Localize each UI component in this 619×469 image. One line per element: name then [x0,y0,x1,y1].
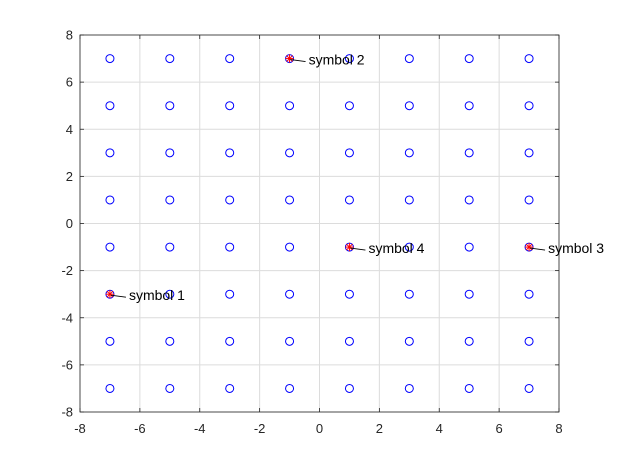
circle-marker [524,195,534,205]
circle-marker [165,383,175,393]
circle-marker [344,383,354,393]
x-tick-label: -6 [134,421,146,436]
circle-marker [165,101,175,111]
x-tick-label: -2 [254,421,266,436]
circle-marker [344,195,354,205]
x-tick-label: 8 [555,421,562,436]
circle-marker [285,336,295,346]
circle-marker [524,101,534,111]
annotations: symbol 1 symbol 2 symbol 3 symbol 4 [110,52,604,303]
data-points [105,54,534,393]
circle-marker [464,148,474,158]
circle-marker [344,148,354,158]
circle-marker [464,101,474,111]
y-tick-label: -6 [61,357,73,372]
circle-marker [105,383,115,393]
circle-marker [285,289,295,299]
y-tick-label: 0 [66,216,73,231]
circle-marker [285,101,295,111]
circle-marker [165,289,175,299]
circle-marker [165,54,175,64]
circle-marker [225,195,235,205]
circle-marker [404,289,414,299]
circle-marker [285,242,295,252]
circle-marker [404,101,414,111]
circle-marker [105,101,115,111]
circle-marker [524,336,534,346]
circle-marker [524,289,534,299]
circle-marker [464,383,474,393]
circle-marker [225,289,235,299]
circle-marker [105,336,115,346]
circle-marker [225,101,235,111]
asterisk-marker [524,242,534,252]
circle-marker [225,242,235,252]
circle-marker [404,54,414,64]
circle-marker [285,148,295,158]
circle-marker [225,383,235,393]
annotation-leader [530,247,546,251]
annotation-label: symbol 2 [309,52,365,68]
axes [79,34,560,413]
annotation-leader [350,247,366,251]
y-tick-label: 6 [66,75,73,90]
y-tick-label: 2 [66,169,73,184]
circle-marker [165,336,175,346]
x-tick-label: 4 [436,421,443,436]
asterisk-marker [105,289,115,299]
circle-marker [404,148,414,158]
annotation-leader [290,59,306,62]
x-tick-label: 0 [316,421,323,436]
circle-marker [524,148,534,158]
circle-marker [344,289,354,299]
circle-marker [464,195,474,205]
annotation-label: symbol 3 [548,240,604,256]
y-tick-label: -8 [61,405,73,420]
y-tick-label: -2 [61,263,73,278]
circle-marker [165,148,175,158]
circle-marker [464,289,474,299]
circle-marker [225,148,235,158]
circle-marker [105,54,115,64]
circle-marker [404,336,414,346]
circle-marker [344,336,354,346]
x-tick-label: -4 [194,421,206,436]
circle-marker [524,54,534,64]
circle-marker [404,195,414,205]
circle-marker [464,336,474,346]
circle-marker [344,101,354,111]
x-tick-label: -8 [74,421,86,436]
x-tick-label: 6 [496,421,503,436]
circle-marker [404,383,414,393]
asterisk-marker [285,54,294,63]
y-tick-label: 8 [66,28,73,43]
circle-marker [165,195,175,205]
circle-marker [225,54,235,64]
circle-marker [524,383,534,393]
circle-marker [105,195,115,205]
annotation-label: symbol 4 [368,240,424,256]
circle-marker [285,383,295,393]
x-tick-label: 2 [376,421,383,436]
circle-marker [105,148,115,158]
circle-marker [344,54,354,64]
circle-marker [464,242,474,252]
circle-marker [105,242,115,252]
annotation-label: symbol 1 [129,287,185,303]
annotation-leader [110,294,126,298]
circle-marker [464,54,474,64]
circle-marker [285,195,295,205]
asterisk-marker [345,242,354,252]
circle-marker [404,242,414,252]
circle-marker [225,336,235,346]
grid-lines [79,34,560,413]
y-tick-label: -4 [61,310,73,325]
circle-marker [165,242,175,252]
tick-labels: -8 -6 -4 -2 0 2 4 6 8 -8 -6 -4 -2 0 2 4 6 8 [61,28,562,437]
y-tick-label: 4 [66,122,73,137]
